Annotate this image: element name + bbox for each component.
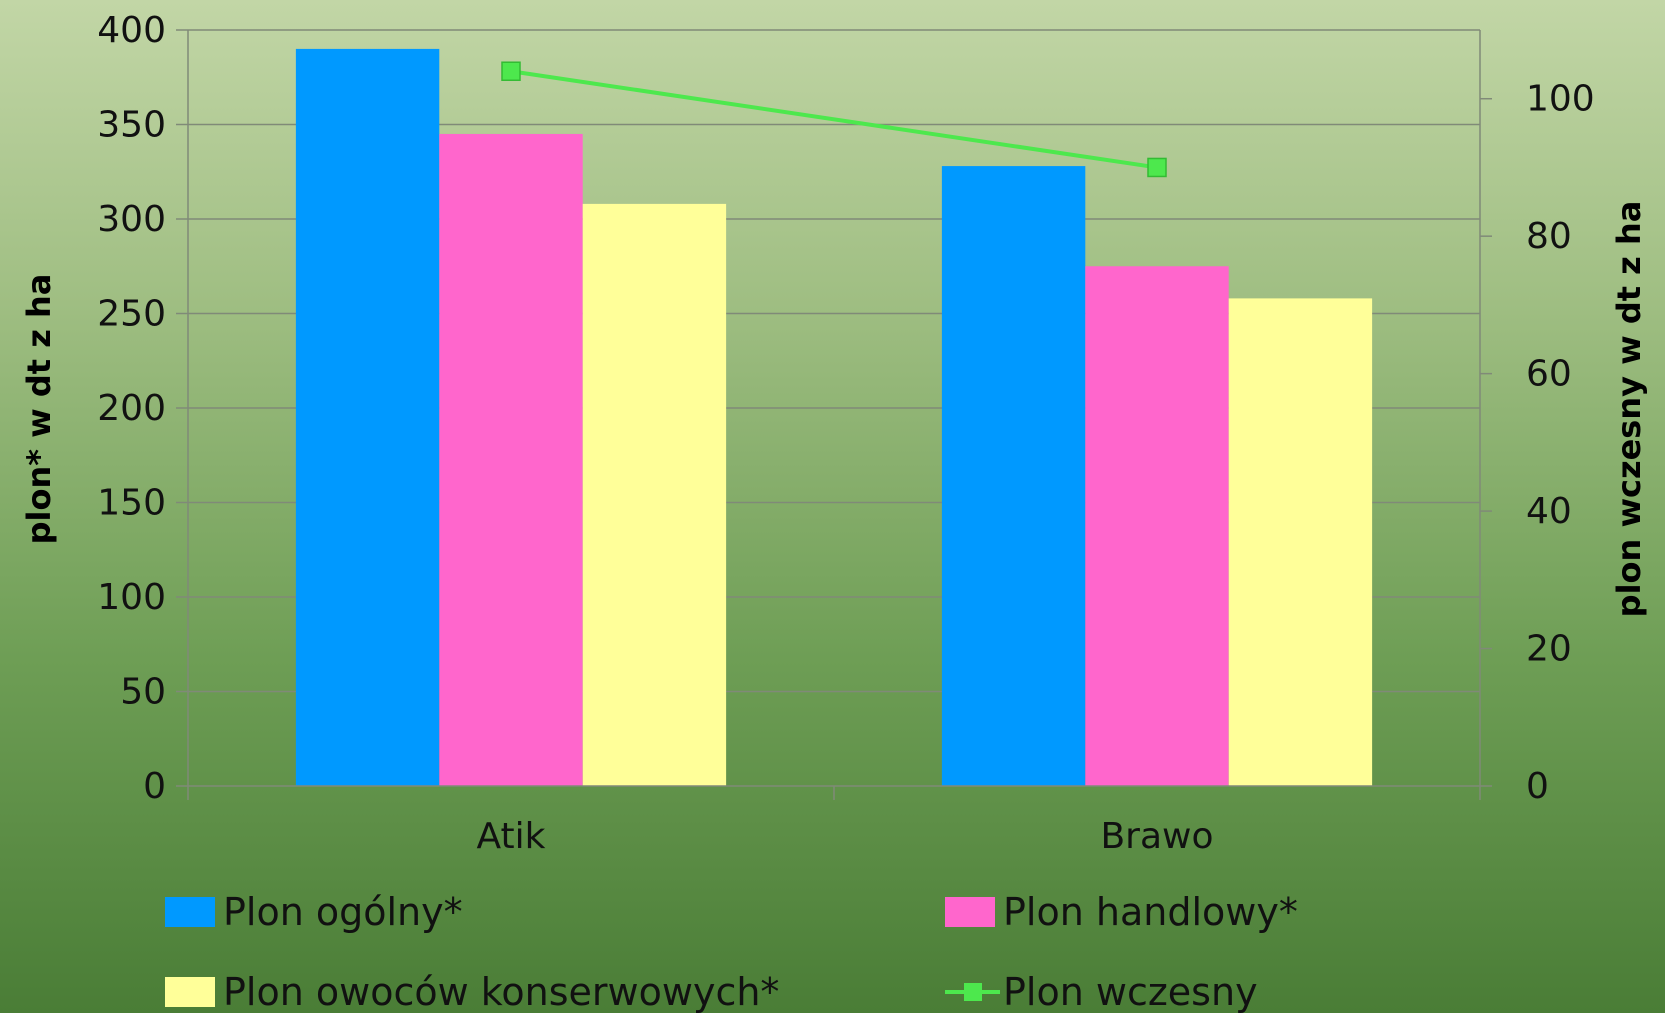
- bar: [295, 48, 440, 786]
- legend-label: Plon ogólny*: [223, 890, 463, 934]
- y-tick-label: 400: [97, 10, 166, 51]
- y-tick-label: 150: [97, 483, 166, 524]
- bar: [1085, 266, 1229, 786]
- legend-swatch: [945, 897, 995, 927]
- legend: Plon ogólny* Plon handlowy* Plon owoców ko…: [165, 890, 1298, 1013]
- bars: [295, 48, 1373, 786]
- y2-tick-label: 0: [1526, 766, 1549, 807]
- bar: [439, 133, 583, 786]
- tick-labels: 0 50 100 150 200 250 300 350 400 0 20 40 60 80 100: [97, 10, 1594, 807]
- y-tick-label: 350: [97, 105, 166, 146]
- y2-axis-title: plon wczesny w dt z ha: [1610, 201, 1648, 618]
- y-tick-label: 100: [97, 577, 166, 618]
- y-tick-label: 0: [143, 766, 166, 807]
- y-axis-title: plon* w dt z ha: [20, 274, 58, 545]
- legend-swatch-marker: [964, 983, 982, 1001]
- legend-label: Plon handlowy*: [1003, 890, 1298, 934]
- y-tick-label: 200: [97, 388, 166, 429]
- legend-label: Plon wczesny: [1003, 970, 1258, 1013]
- bar: [582, 203, 727, 786]
- y2-tick-label: 20: [1526, 629, 1572, 670]
- bar: [941, 166, 1086, 786]
- y2-tick-label: 60: [1526, 354, 1572, 395]
- x-category-label: Brawo: [1100, 816, 1213, 857]
- series-line: [510, 69, 1158, 170]
- y-tick-label: 250: [97, 294, 166, 335]
- legend-swatch: [165, 977, 215, 1007]
- y-tick-label: 50: [120, 672, 166, 713]
- y2-tick-label: 100: [1526, 79, 1595, 120]
- x-category-label: Atik: [477, 816, 546, 857]
- category-labels: Atik Brawo: [477, 816, 1214, 857]
- legend-swatch: [165, 897, 215, 927]
- line-point: [1147, 157, 1167, 178]
- axes: [176, 29, 1492, 800]
- y-tick-label: 300: [97, 199, 166, 240]
- legend-label: Plon owoców konserwowych*: [223, 970, 779, 1013]
- line-point: [501, 61, 521, 81]
- bar: [1228, 298, 1373, 786]
- y2-tick-label: 80: [1526, 216, 1572, 257]
- y2-tick-label: 40: [1526, 491, 1572, 532]
- line-series: [501, 61, 1167, 178]
